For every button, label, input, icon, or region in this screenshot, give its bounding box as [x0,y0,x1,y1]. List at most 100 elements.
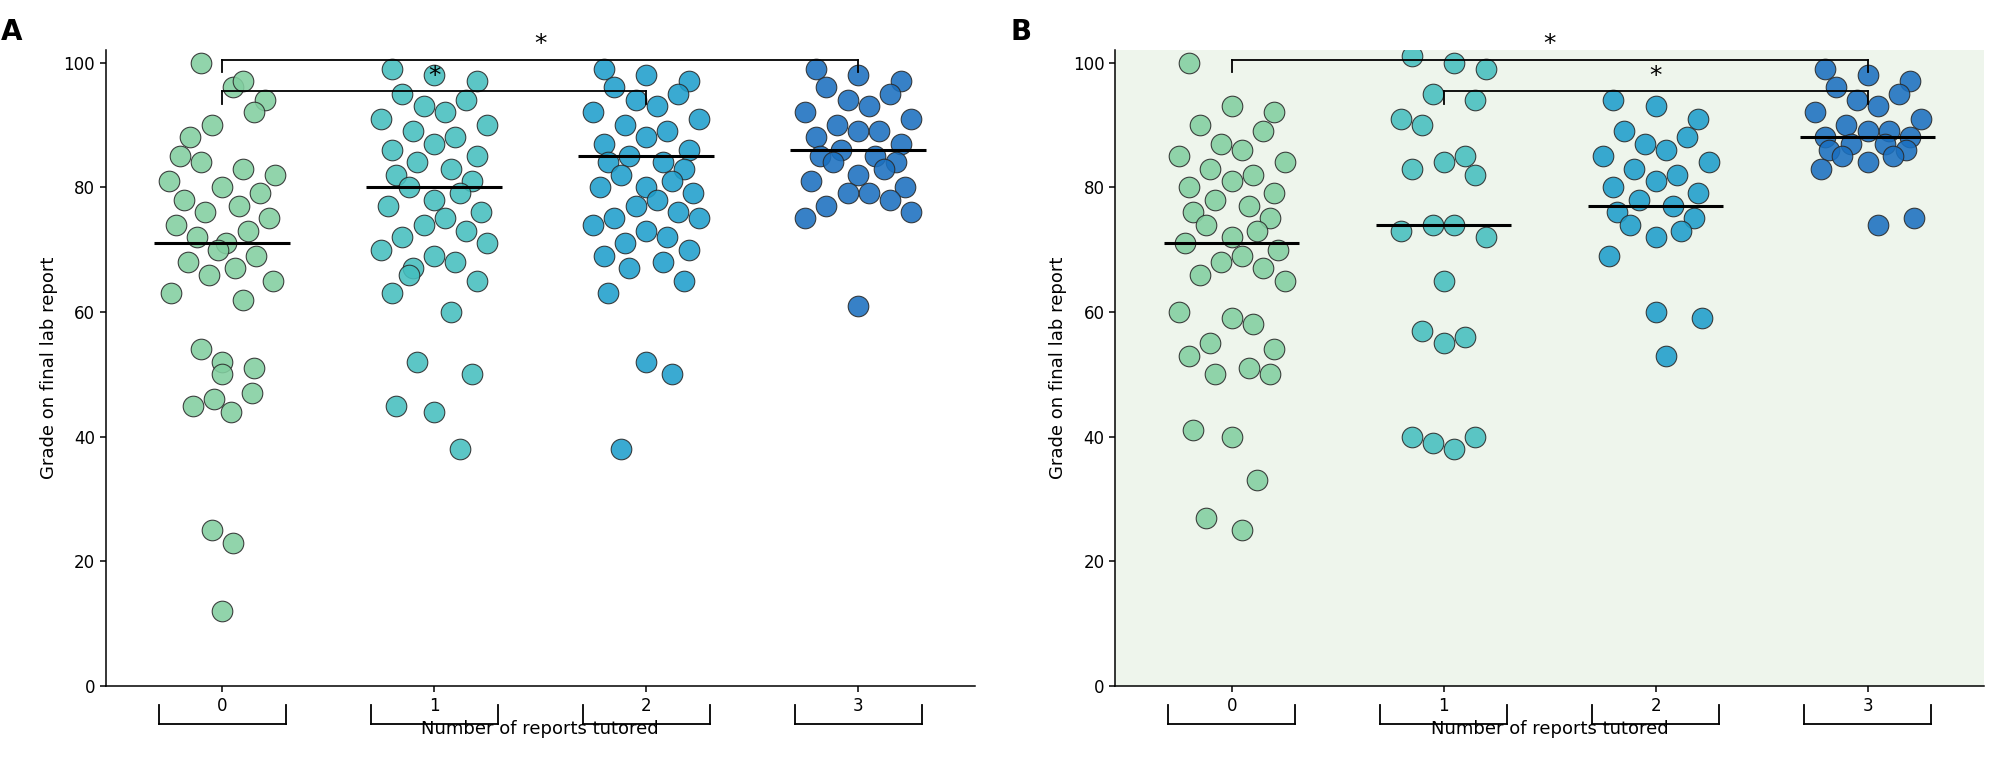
Point [1205,256,1237,268]
Point [1656,200,1688,212]
Point [1418,87,1450,99]
Point [227,162,259,175]
Point [832,94,864,106]
Point [1592,250,1624,262]
Point [397,125,429,137]
Point [375,63,407,75]
Point [1169,238,1201,250]
Point [1428,337,1460,349]
Point [1682,187,1714,200]
Point [1682,112,1714,124]
Point [1395,50,1428,62]
Point [1809,131,1841,143]
Point [1899,213,1931,225]
Point [198,393,231,405]
Point [393,269,425,281]
Point [884,137,916,150]
Point [1863,100,1895,112]
Text: B: B [1011,18,1033,46]
Point [397,263,429,275]
Point [1438,219,1470,231]
Point [1241,474,1273,487]
Point [1253,213,1285,225]
Point [852,100,884,112]
Point [630,69,662,81]
Point [648,256,680,268]
Point [1205,137,1237,150]
Point [401,356,433,368]
Point [168,194,200,206]
Point [606,168,638,181]
Point [1183,269,1215,281]
Point [419,194,451,206]
Point [253,213,285,225]
Point [880,156,912,168]
Point [439,256,471,268]
Point [1163,150,1195,162]
Point [1215,231,1247,243]
Point [1253,368,1285,380]
Point [842,69,874,81]
Point [1895,131,1927,143]
Point [192,269,225,281]
Point [842,168,874,181]
Point [1438,443,1470,455]
Point [1686,312,1718,324]
Point [1835,137,1867,150]
Point [371,200,403,212]
Point [1215,100,1247,112]
Point [1173,181,1205,194]
Point [1233,362,1265,374]
Point [1831,119,1863,131]
Point [365,112,397,124]
Point [668,275,700,287]
Point [1618,162,1650,175]
Point [1385,112,1418,124]
Point [1869,137,1901,150]
Point [642,100,674,112]
Point [1257,106,1289,118]
Point [1863,219,1895,231]
Point [1227,250,1259,262]
Point [1191,219,1223,231]
Point [184,156,217,168]
Point [471,238,503,250]
Point [810,81,842,93]
Point [1883,87,1915,99]
Point [894,112,926,124]
Point [184,56,217,68]
Point [1851,156,1883,168]
Point [1640,306,1672,318]
Point [180,231,213,243]
Point [1470,63,1502,75]
Point [672,75,704,87]
Point [652,231,684,243]
Text: *: * [1650,65,1662,88]
Point [1233,200,1265,212]
Point [249,94,281,106]
Point [203,244,235,256]
Point [419,137,451,150]
Point [1173,56,1205,68]
Point [1199,194,1231,206]
Point [800,131,832,143]
Point [672,143,704,156]
Point [1692,156,1724,168]
Point [874,87,906,99]
Point [1804,162,1837,175]
Point [672,244,704,256]
Point [457,175,489,187]
Point [365,244,397,256]
Point [630,131,662,143]
Point [1428,275,1460,287]
Point [678,187,710,200]
Point [1215,430,1247,442]
Point [591,156,624,168]
Point [1640,100,1672,112]
Point [259,168,291,181]
Point [443,187,475,200]
Point [630,356,662,368]
Point [1660,168,1692,181]
X-axis label: Number of reports tutored: Number of reports tutored [421,720,660,739]
Point [804,150,836,162]
